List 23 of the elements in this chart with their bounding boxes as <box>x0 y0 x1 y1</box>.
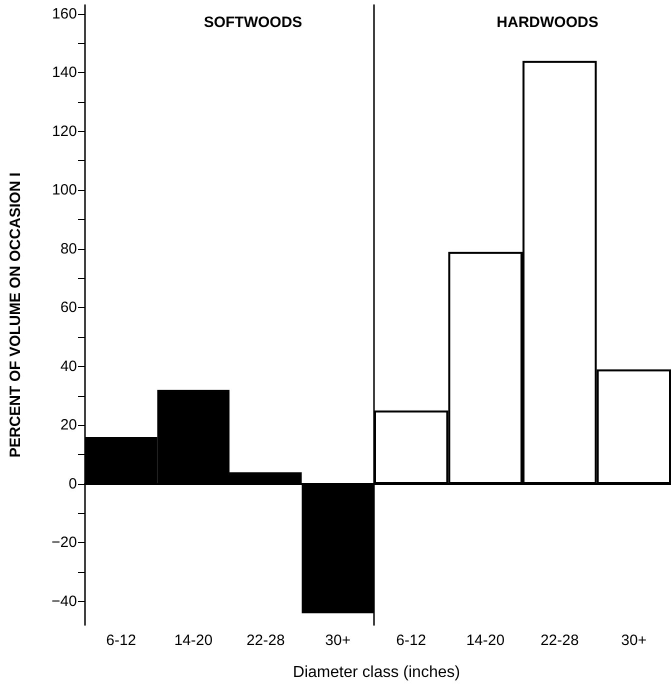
y-tick-label: 160 <box>52 5 77 22</box>
x-tick-label: 6-12 <box>396 632 426 649</box>
x-tick-label: 14-20 <box>466 632 505 649</box>
x-tick-label: 30+ <box>621 632 647 649</box>
y-tick-label: 80 <box>60 240 77 258</box>
text: HARDWOODS <box>496 14 598 31</box>
y-tick-label: 0 <box>68 475 77 492</box>
x-tick-label: 22-28 <box>540 632 579 649</box>
y-tick-label: −40 <box>52 592 77 610</box>
x-tick-label: 22-28 <box>246 632 285 649</box>
y-tick-label: 40 <box>60 358 77 375</box>
y-tick-label: 120 <box>52 122 77 140</box>
y-tick-label: 60 <box>60 299 77 316</box>
x-axis-title: Diameter class (inches) <box>292 664 462 682</box>
text: SOFTWOODS <box>204 14 302 31</box>
y-tick-label: −20 <box>52 534 77 552</box>
y-tick-label: 20 <box>60 416 77 434</box>
x-tick-label: 14-20 <box>174 632 213 649</box>
x-tick-label: 6-12 <box>106 632 136 649</box>
y-axis-title: PERCENT OF VOLUME ON OCCASION I <box>7 172 24 458</box>
y-tick-label: 140 <box>52 64 77 82</box>
y-tick-label: 100 <box>52 182 77 199</box>
x-tick-label: 30+ <box>325 632 351 649</box>
